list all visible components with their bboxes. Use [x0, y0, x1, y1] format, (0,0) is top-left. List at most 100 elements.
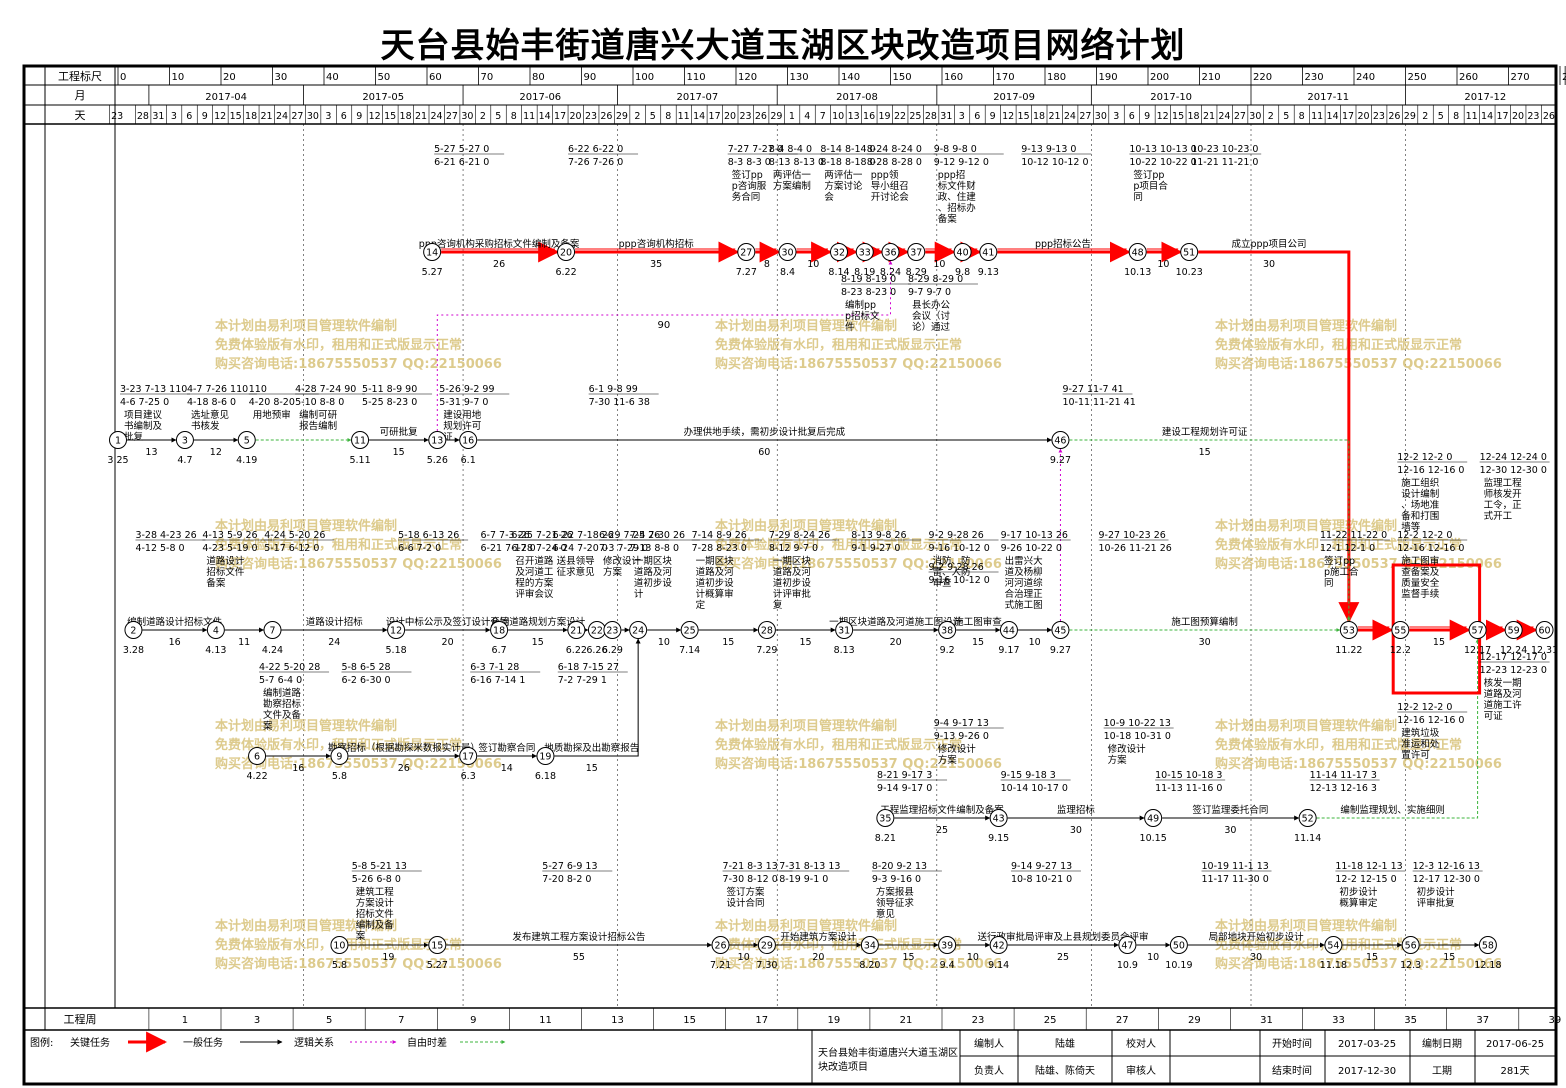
task-description: 道初步设	[696, 577, 735, 589]
day-label: 26	[600, 111, 612, 122]
task-date-bottom: 9-1 9-27 0	[851, 543, 900, 554]
task-description: ppp领	[871, 169, 899, 181]
task-label: 可研批复	[380, 426, 419, 438]
day-label: 6	[1129, 111, 1135, 122]
task-date-bottom: 6-16 7-14 1	[470, 675, 525, 686]
week-label: 25	[1044, 1015, 1057, 1026]
week-label: 39	[1548, 1015, 1561, 1026]
day-label: 14	[693, 111, 705, 122]
week-row-label: 工程周	[64, 1013, 97, 1026]
task-description: 施工组织	[1401, 477, 1439, 489]
scale-tick: 40	[326, 72, 339, 83]
task-label: 勘察招标（根据勘探米数报实计量）	[328, 742, 480, 754]
day-label: 24	[1218, 111, 1230, 122]
task-description: 编制可研	[299, 409, 338, 421]
task-label: ppp招标公告	[1035, 238, 1091, 250]
node-date: 10.15	[1140, 833, 1167, 844]
day-label: 8	[665, 111, 671, 122]
day-label: 19	[879, 111, 891, 122]
day-label: 23	[585, 111, 597, 122]
node-number: 7	[269, 626, 275, 637]
node-number: 27	[740, 248, 752, 259]
task-duration: 10	[658, 637, 670, 648]
day-label: 30	[461, 111, 473, 122]
task-duration: 15	[586, 763, 598, 774]
task-date-top: 9-2 9-28 26	[929, 530, 984, 541]
node-circle	[330, 936, 349, 954]
legend-critical-label: 关键任务	[70, 1036, 110, 1049]
task-date-top: 4-24 5-20 26	[264, 530, 325, 541]
node-date: 7.27	[736, 267, 757, 278]
node-date: 9.27	[1050, 645, 1071, 656]
task-duration: 26	[493, 259, 505, 270]
node-date: 4.24	[262, 645, 283, 656]
task-date-bottom: 4-12 5-8 0	[135, 543, 184, 554]
node-number: 13	[431, 436, 443, 447]
task-description: 招标文件	[356, 908, 395, 920]
day-label: 14	[1327, 111, 1339, 122]
task-duration: 15	[532, 637, 544, 648]
task-date-top: 9-4 9-17 13	[934, 718, 989, 729]
node-circle	[860, 936, 879, 954]
watermark-text: 本计划由易利项目管理软件编制	[1215, 318, 1397, 334]
node-number: 50	[1173, 941, 1185, 952]
task-description: 墙等	[1401, 521, 1421, 533]
task-description: 道施工许	[1484, 699, 1523, 711]
task-duration: 25	[1057, 952, 1069, 963]
day-label: 2	[634, 111, 640, 122]
day-label: 17	[1497, 111, 1509, 122]
day-label: 2	[480, 111, 486, 122]
task-description: 选址意见	[191, 409, 229, 421]
task-date-bottom: 5-25 8-23 0	[362, 397, 417, 408]
info-cell: 负责人	[974, 1064, 1004, 1077]
task-description: p项目合	[1133, 180, 1168, 192]
node-circle	[907, 243, 926, 261]
node-circle	[536, 747, 555, 765]
node-date: 8.4	[780, 267, 795, 278]
node-date: 6.26	[586, 645, 607, 656]
node-number: 42	[993, 941, 1005, 952]
node-circle	[1180, 243, 1199, 261]
node-number: 25	[684, 626, 696, 637]
day-label: 28	[137, 111, 149, 122]
watermark-text: 本计划由易利项目管理软件编制	[715, 918, 897, 934]
task-duration: 12	[210, 447, 222, 458]
task-date-bottom: 12-17 12-30 0	[1413, 874, 1480, 885]
task-arrow	[1316, 638, 1480, 819]
task-duration: 16	[292, 763, 304, 774]
task-date-top: 3-23 7-13 110	[120, 384, 187, 395]
task-description: 准运和处	[1401, 738, 1440, 750]
scale-tick: 10	[172, 72, 185, 83]
day-label: 23	[739, 111, 751, 122]
task-description: 书核发	[191, 420, 220, 432]
task-label: 设计中标公示及签订设计合同	[386, 616, 510, 628]
task-date-bottom: 9-3 9-16 0	[872, 874, 921, 885]
task-description: 导小组召	[871, 180, 909, 192]
task-description: 同	[1324, 578, 1334, 589]
task-description: 意见	[876, 908, 895, 920]
task-date-top: 6-18 7-15 27	[558, 662, 619, 673]
task-date-top: 8-14 8-14 0	[820, 144, 875, 155]
task-description: 备和打围	[1401, 510, 1439, 522]
task-duration: 15	[1199, 447, 1211, 458]
task-date-bottom: 8-19 9-1 0	[779, 874, 828, 885]
task-duration: 15	[722, 637, 734, 648]
outer-frame	[22, 64, 1558, 1086]
task-description: 送县领导	[557, 555, 595, 567]
day-label: 20	[570, 111, 582, 122]
node-number: 55	[1394, 626, 1406, 637]
task-duration: 20	[812, 952, 824, 963]
month-label: 2017-12	[1464, 92, 1506, 103]
task-date-top: 9-15 9-18 3	[1001, 770, 1056, 781]
node-circle	[737, 243, 756, 261]
task-date-bottom: 10-11 11-21 41	[1062, 397, 1135, 408]
task-duration: 24	[328, 637, 340, 648]
watermark-text: 免费体验版有水印，租用和正式版显示正常	[1215, 337, 1462, 353]
task-description: 计概算审	[696, 588, 734, 600]
info-cell: 2017-12-30	[1338, 1066, 1396, 1077]
node-circle	[459, 431, 478, 449]
node-number: 1	[115, 436, 121, 447]
task-duration: 10	[933, 259, 945, 270]
task-label: 监理招标	[1057, 804, 1096, 816]
task-duration: 25	[936, 825, 948, 836]
